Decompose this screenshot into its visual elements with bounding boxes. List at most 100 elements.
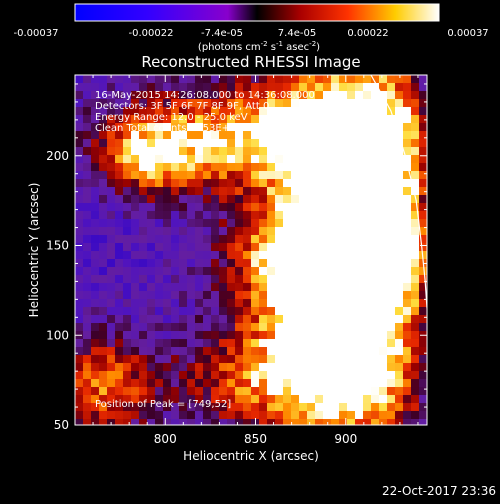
heatmap-cell xyxy=(235,251,243,259)
heatmap-cell xyxy=(203,211,211,219)
heatmap-cell xyxy=(227,259,235,267)
heatmap-cell xyxy=(371,107,379,115)
heatmap-cell xyxy=(91,163,99,171)
heatmap-cell xyxy=(395,83,403,91)
heatmap-cell xyxy=(243,227,251,235)
heatmap-cell xyxy=(171,275,179,283)
heatmap-cell xyxy=(387,115,395,123)
heatmap-cell xyxy=(379,251,387,259)
heatmap-cell xyxy=(91,315,99,323)
heatmap-cell xyxy=(259,227,267,235)
heatmap-cell xyxy=(363,251,371,259)
heatmap-cell xyxy=(107,219,115,227)
heatmap-cell xyxy=(75,155,83,163)
heatmap-cell xyxy=(147,75,155,83)
heatmap-cell xyxy=(419,171,427,179)
heatmap-cell xyxy=(339,155,347,163)
heatmap-cell xyxy=(371,163,379,171)
heatmap-cell xyxy=(411,251,419,259)
heatmap-cell xyxy=(283,115,291,123)
heatmap-cell xyxy=(315,299,323,307)
heatmap-cell xyxy=(251,267,259,275)
heatmap-cell xyxy=(387,307,395,315)
heatmap-cell xyxy=(267,299,275,307)
heatmap-cell xyxy=(307,203,315,211)
heatmap-cell xyxy=(235,139,243,147)
heatmap-cell xyxy=(195,363,203,371)
heatmap-cell xyxy=(403,291,411,299)
heatmap-cell xyxy=(307,283,315,291)
heatmap-cell xyxy=(331,243,339,251)
heatmap-cell xyxy=(251,123,259,131)
heatmap-cell xyxy=(131,267,139,275)
heatmap-cell xyxy=(139,163,147,171)
heatmap-cell xyxy=(227,99,235,107)
heatmap-cell xyxy=(123,243,131,251)
heatmap-cell xyxy=(283,227,291,235)
heatmap-cell xyxy=(411,107,419,115)
heatmap-cell xyxy=(307,187,315,195)
heatmap-cell xyxy=(395,259,403,267)
heatmap-cell xyxy=(99,115,107,123)
heatmap-cell xyxy=(283,83,291,91)
heatmap-cell xyxy=(331,315,339,323)
heatmap-cell xyxy=(243,379,251,387)
heatmap-cell xyxy=(75,339,83,347)
heatmap-cell xyxy=(179,275,187,283)
heatmap-cell xyxy=(203,123,211,131)
heatmap-cell xyxy=(363,147,371,155)
heatmap-cell xyxy=(171,147,179,155)
heatmap-cell xyxy=(307,83,315,91)
heatmap-cell xyxy=(307,139,315,147)
heatmap-cell xyxy=(371,75,379,83)
heatmap-cell xyxy=(315,187,323,195)
heatmap-cell xyxy=(371,347,379,355)
heatmap-cell xyxy=(147,91,155,99)
heatmap-cell xyxy=(195,323,203,331)
heatmap-cell xyxy=(219,243,227,251)
heatmap-cell xyxy=(131,195,139,203)
heatmap-cell xyxy=(379,355,387,363)
heatmap-cell xyxy=(259,395,267,403)
heatmap-cell xyxy=(235,203,243,211)
heatmap-cell xyxy=(251,195,259,203)
heatmap-cell xyxy=(171,371,179,379)
heatmap-cell xyxy=(323,259,331,267)
heatmap-cell xyxy=(259,403,267,411)
heatmap-cell xyxy=(227,347,235,355)
heatmap-cell xyxy=(243,115,251,123)
heatmap-cell xyxy=(83,251,91,259)
heatmap-cell xyxy=(331,251,339,259)
heatmap-cell xyxy=(371,379,379,387)
heatmap-cell xyxy=(99,171,107,179)
heatmap-cell xyxy=(171,283,179,291)
heatmap-cell xyxy=(387,363,395,371)
heatmap-cell xyxy=(211,75,219,83)
heatmap-cell xyxy=(243,283,251,291)
heatmap-cell xyxy=(283,235,291,243)
heatmap-cell xyxy=(211,235,219,243)
heatmap-cell xyxy=(203,275,211,283)
heatmap-cell xyxy=(115,139,123,147)
heatmap-cell xyxy=(411,347,419,355)
heatmap-cell xyxy=(339,331,347,339)
heatmap-cell xyxy=(323,411,331,419)
heatmap-cell xyxy=(91,355,99,363)
heatmap-cell xyxy=(363,139,371,147)
heatmap-cell xyxy=(259,323,267,331)
heatmap-cell xyxy=(179,307,187,315)
heatmap-cell xyxy=(259,307,267,315)
heatmap-cell xyxy=(363,75,371,83)
heatmap-cell xyxy=(227,147,235,155)
heatmap-cell xyxy=(331,363,339,371)
heatmap-cell xyxy=(403,395,411,403)
heatmap-cell xyxy=(83,219,91,227)
heatmap-cell xyxy=(179,163,187,171)
heatmap-cell xyxy=(99,91,107,99)
heatmap-cell xyxy=(339,83,347,91)
heatmap-cell xyxy=(403,347,411,355)
heatmap-cell xyxy=(75,75,83,83)
heatmap-cell xyxy=(411,163,419,171)
heatmap-cell xyxy=(163,155,171,163)
